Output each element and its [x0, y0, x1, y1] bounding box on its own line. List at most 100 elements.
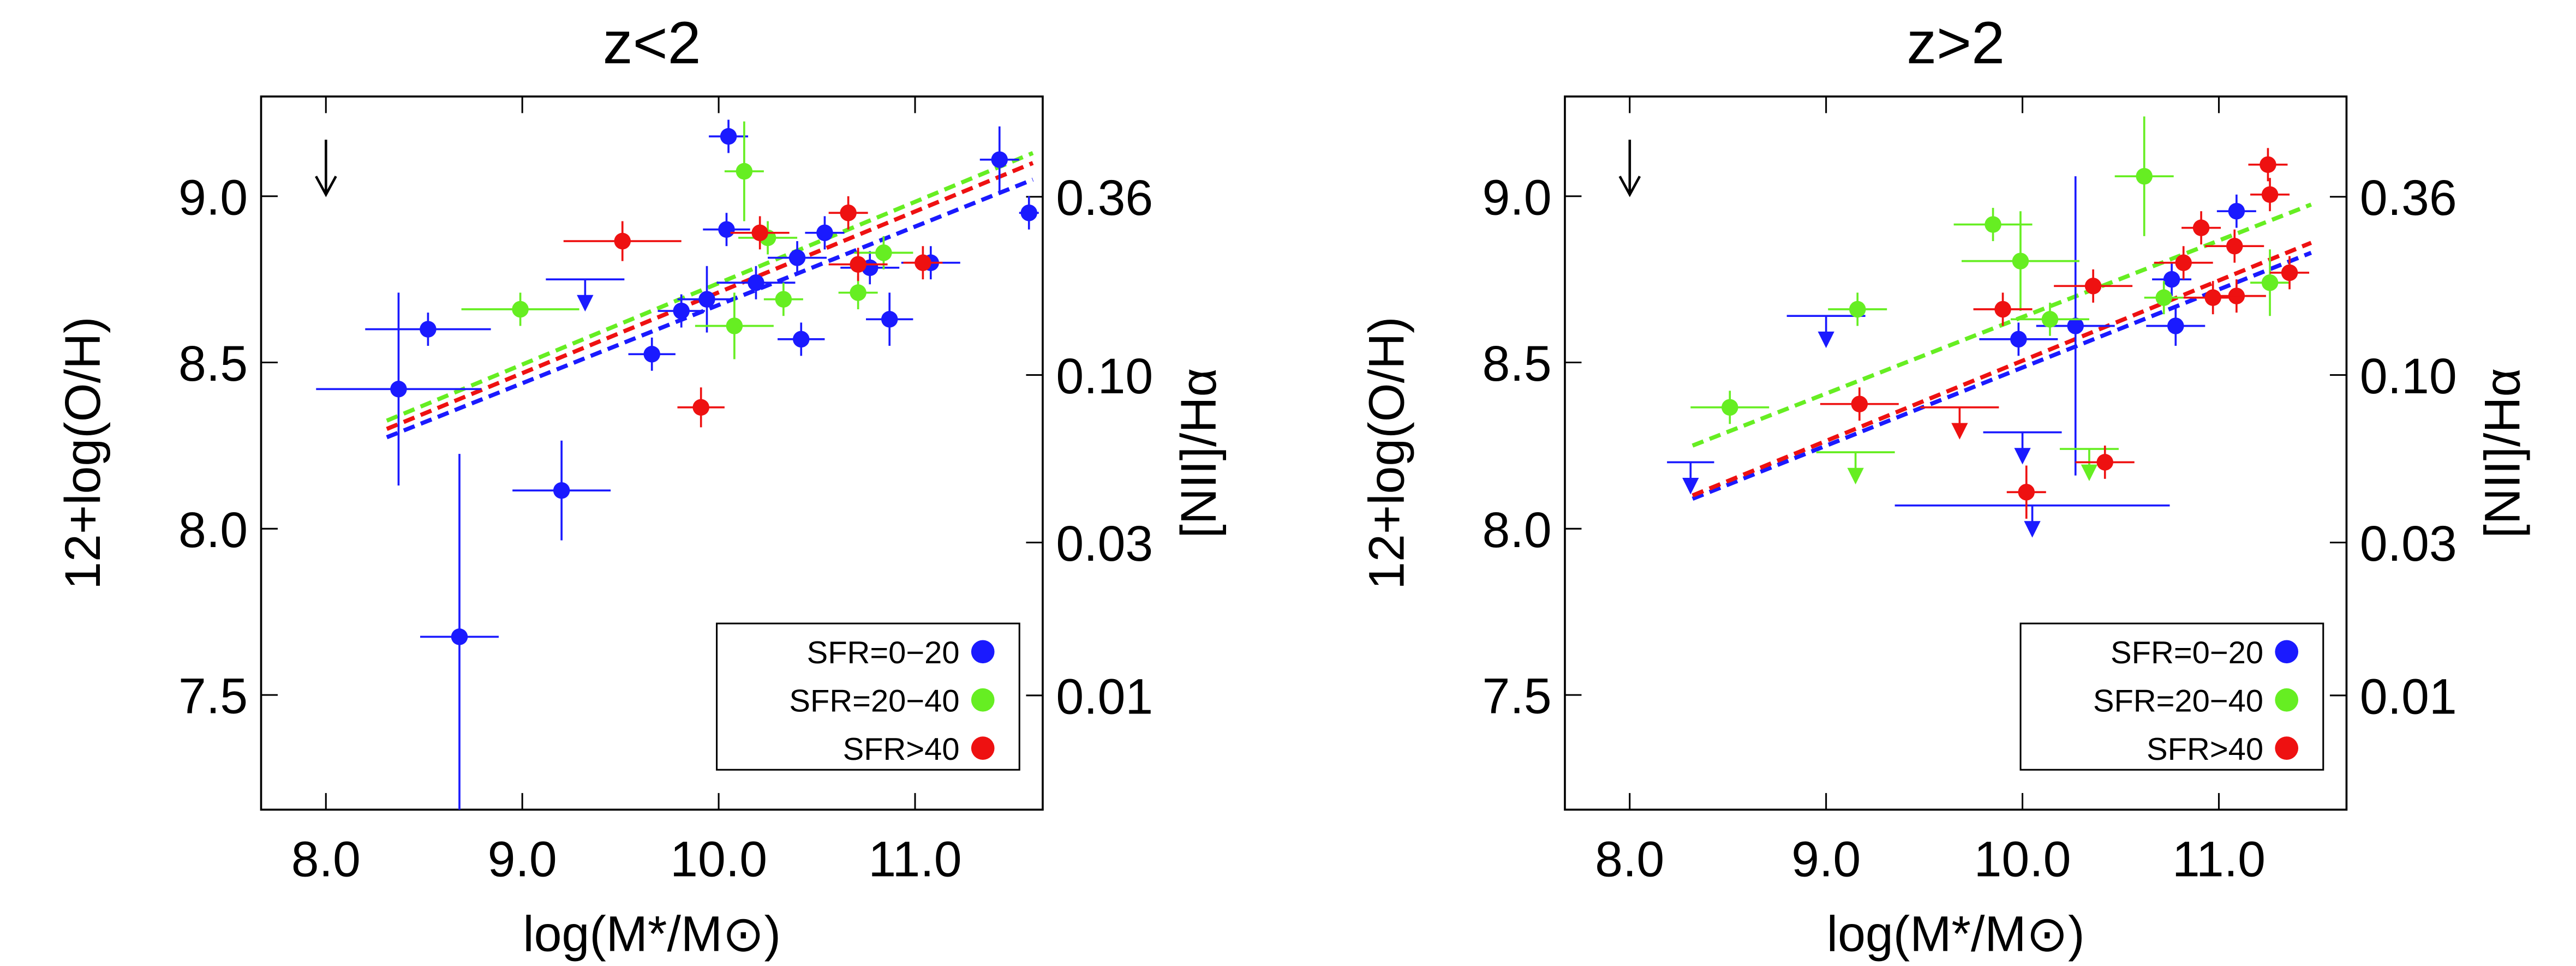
point: [875, 244, 892, 261]
point: [775, 291, 792, 308]
plot-frame: [1564, 95, 2348, 811]
fit-line: [386, 151, 1034, 423]
y-tick-label: 9.0: [178, 170, 248, 225]
legend-swatch: [2275, 640, 2299, 664]
legend-swatch: [971, 640, 995, 664]
point: [2226, 237, 2243, 255]
legend-label: SFR>40: [2147, 732, 2263, 767]
y-axis-label: 12+log(O/H): [1359, 316, 1414, 589]
fit-line: [1692, 250, 2312, 501]
point: [2167, 317, 2184, 334]
point: [816, 224, 833, 242]
legend-box: [2019, 622, 2324, 771]
y-axis-label: 12+log(O/H): [55, 316, 111, 589]
y2-axis-label: [NII]/Hα: [2475, 368, 2530, 538]
point: [788, 249, 806, 266]
x-tick-label: 11.0: [868, 831, 961, 887]
x-axis-label: log(M*/M⊙): [523, 906, 781, 962]
point: [751, 224, 768, 242]
point: [451, 628, 468, 645]
y2-tick-label: 0.01: [2360, 669, 2457, 724]
x-axis-label: log(M*/M⊙): [1827, 906, 2085, 962]
point: [1722, 399, 1738, 416]
legend-box: [716, 622, 1020, 771]
chart-title: z>2: [1906, 10, 2005, 76]
y2-tick-label: 0.03: [1056, 516, 1153, 572]
point: [2260, 156, 2276, 173]
point: [2155, 289, 2172, 306]
fit-line: [1692, 241, 2312, 497]
legend-swatch: [971, 688, 995, 712]
legend-label: SFR=0−20: [2111, 635, 2263, 670]
y-tick-label: 8.5: [178, 336, 248, 392]
point: [2041, 311, 2059, 328]
point: [673, 302, 690, 320]
point: [793, 331, 810, 348]
point: [2010, 331, 2027, 348]
point: [614, 232, 631, 250]
y-tick-label: 7.5: [178, 669, 248, 724]
x-tick-label: 9.0: [488, 831, 557, 887]
upper-limit-arrow: [1682, 462, 1699, 495]
point: [2096, 454, 2113, 471]
point: [850, 284, 866, 301]
x-tick-label: 9.0: [1791, 831, 1861, 887]
point: [1985, 216, 2001, 233]
y2-tick-label: 0.01: [1056, 669, 1153, 724]
point: [881, 311, 898, 328]
y-tick-label: 9.0: [1482, 170, 1551, 225]
x-tick-label: 8.0: [1595, 831, 1664, 887]
point: [1020, 204, 1037, 221]
point: [1994, 301, 2011, 318]
x-tick-label: 11.0: [2172, 831, 2266, 887]
point: [1851, 395, 1868, 412]
point: [991, 151, 1008, 168]
y2-tick-label: 0.03: [2360, 516, 2457, 572]
legend-label: SFR=20−40: [789, 684, 959, 719]
point: [748, 274, 764, 291]
chart-title: z<2: [603, 10, 701, 76]
point: [698, 291, 715, 308]
point: [2018, 484, 2035, 501]
point: [2012, 253, 2029, 269]
point: [1849, 301, 1866, 318]
panel: z<2 log(M*/M⊙) 12+log(O/H) [NII]/Hα 8.0 9.0 10…: [55, 10, 1227, 962]
point: [720, 128, 737, 145]
upper-limit-arrow: [1847, 452, 1864, 485]
point: [512, 301, 529, 318]
y2-tick-label: 0.10: [2360, 349, 2457, 404]
legend-label: SFR=20−40: [2093, 684, 2263, 719]
y-tick-label: 8.5: [1482, 336, 1551, 392]
x-tick-label: 10.0: [670, 831, 767, 887]
point: [2163, 271, 2180, 288]
upper-limit-arrow: [2024, 505, 2041, 538]
y2-axis-label: [NII]/Hα: [1171, 368, 1227, 538]
legend-swatch: [2275, 688, 2299, 712]
x-tick-label: 8.0: [291, 831, 361, 887]
point: [718, 221, 735, 238]
point: [2067, 317, 2084, 334]
y2-tick-label: 0.10: [1056, 349, 1153, 404]
point: [2281, 264, 2298, 281]
point: [420, 321, 437, 338]
legend-swatch: [971, 736, 995, 760]
point: [726, 317, 743, 334]
point: [643, 346, 660, 363]
legend-swatch: [2275, 736, 2299, 760]
y-tick-label: 7.5: [1482, 669, 1551, 724]
point: [2175, 254, 2192, 271]
plot-frame: [260, 95, 1044, 811]
point: [840, 204, 857, 221]
point: [2136, 167, 2153, 185]
limit-key-arrow: [315, 140, 1641, 197]
upper-limit-arrow: [2014, 432, 2031, 465]
point: [692, 399, 709, 416]
point: [2228, 202, 2245, 220]
point: [2228, 287, 2245, 304]
y2-tick-label: 0.36: [1056, 170, 1153, 226]
point: [2261, 186, 2279, 203]
point: [736, 163, 753, 180]
point: [553, 482, 570, 499]
upper-limit-arrow: [2081, 449, 2098, 481]
